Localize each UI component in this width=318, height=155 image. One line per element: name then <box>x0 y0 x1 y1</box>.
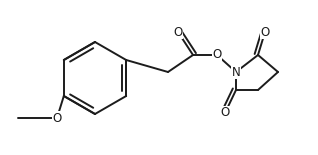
Text: O: O <box>173 26 183 38</box>
Text: O: O <box>220 106 230 120</box>
Text: O: O <box>260 26 270 38</box>
Text: O: O <box>212 49 222 62</box>
Text: O: O <box>52 111 62 124</box>
Text: N: N <box>232 66 240 78</box>
